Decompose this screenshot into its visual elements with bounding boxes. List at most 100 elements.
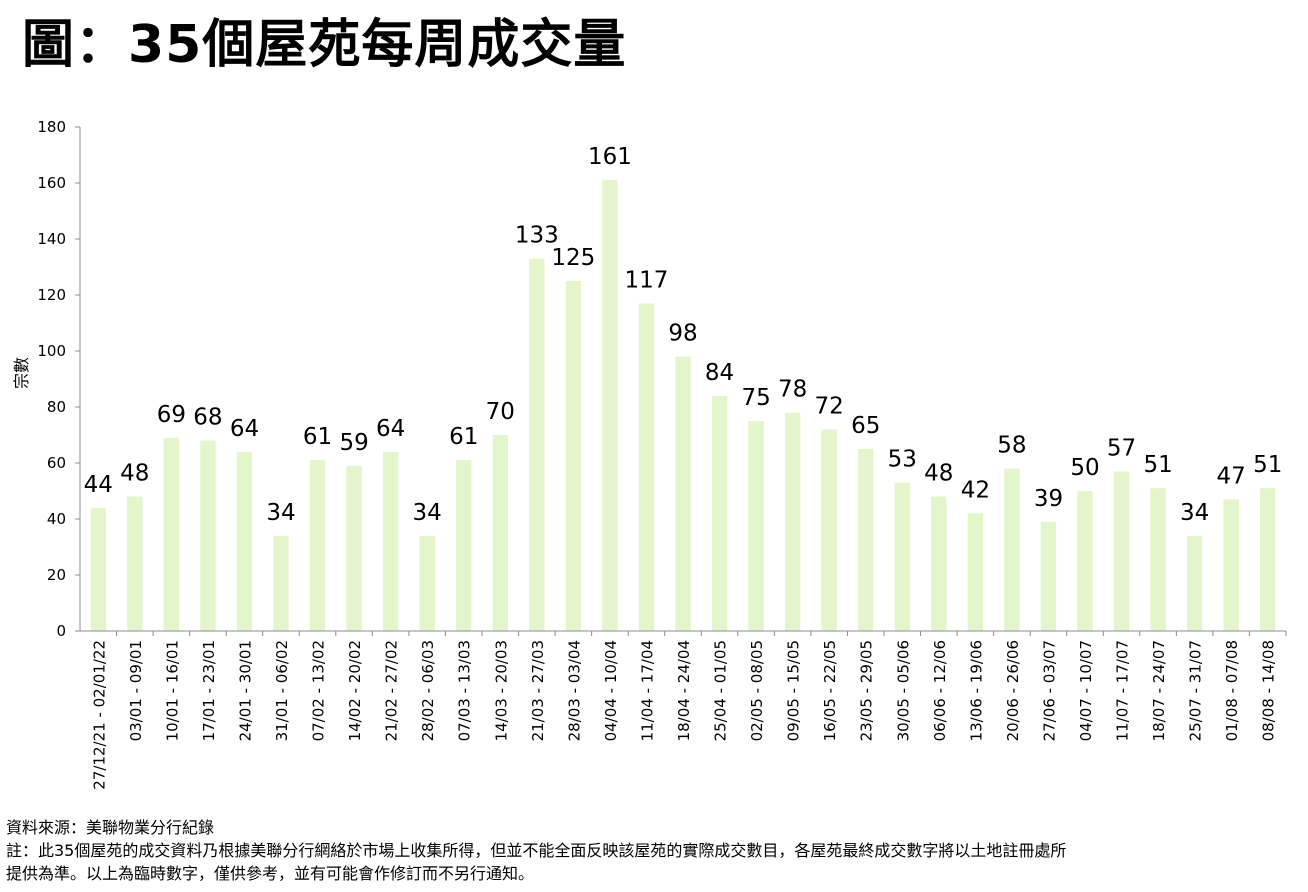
x-tick-label: 11/04 - 17/04 (638, 640, 656, 741)
data-label: 75 (741, 385, 770, 411)
y-tick-label: 120 (37, 286, 66, 304)
bar (931, 496, 947, 631)
data-label: 47 (1217, 463, 1246, 489)
bar (1260, 488, 1276, 631)
x-tick-label: 14/03 - 20/03 (492, 640, 510, 741)
data-label: 50 (1070, 455, 1099, 481)
x-tick-label: 01/08 - 07/08 (1223, 640, 1241, 741)
bar (675, 356, 691, 631)
bar (236, 451, 253, 631)
bar (90, 507, 106, 631)
data-label: 51 (1143, 452, 1172, 478)
x-tick-label: 04/04 - 10/04 (602, 640, 620, 741)
bar (565, 281, 582, 631)
x-tick-label: 21/02 - 27/02 (383, 640, 401, 741)
data-label: 42 (961, 477, 990, 503)
chart-title: 圖：35個屋苑每周成交量 (22, 15, 627, 75)
bar (858, 449, 874, 631)
data-label: 57 (1107, 435, 1136, 461)
x-tick-label: 09/05 - 15/05 (785, 640, 803, 741)
x-tick-label: 28/03 - 03/04 (565, 640, 583, 741)
data-label: 68 (193, 405, 222, 431)
bar (1150, 488, 1166, 631)
data-label: 34 (266, 500, 295, 526)
x-tick-label: 27/12/21 - 02/01/22 (90, 640, 108, 790)
x-tick-label: 25/07 - 31/07 (1187, 640, 1205, 741)
bar (163, 437, 180, 631)
x-tick-label: 24/01 - 30/01 (236, 640, 254, 741)
y-tick-label: 100 (37, 342, 66, 360)
bar (711, 395, 728, 631)
source-note: 資料來源：美聯物業分行紀錄 (6, 818, 215, 837)
bar (382, 451, 399, 631)
bar (309, 460, 326, 631)
x-tick-label: 30/05 - 05/06 (894, 640, 912, 741)
data-label: 48 (924, 461, 953, 487)
data-label: 65 (851, 413, 880, 439)
data-label: 58 (997, 433, 1026, 459)
bar (602, 180, 618, 631)
data-label: 72 (815, 393, 844, 419)
disclaimer-line-2: 提供為準。以上為臨時數字，僅供參考，並有可能會作修訂而不另行通知。 (6, 864, 535, 883)
y-tick-label: 60 (47, 454, 66, 472)
data-label: 133 (515, 223, 559, 249)
y-tick-label: 0 (56, 622, 66, 640)
data-label: 61 (303, 424, 332, 450)
data-label: 44 (84, 472, 113, 498)
data-label: 117 (625, 267, 669, 293)
footnotes: 資料來源：美聯物業分行紀錄 註：此35個屋苑的成交資料乃根據美聯分行網絡於市場上… (6, 816, 1066, 885)
bar (894, 482, 910, 631)
x-tick-label: 07/02 - 13/02 (310, 640, 328, 741)
bar (127, 496, 143, 631)
x-tick-label: 03/01 - 09/01 (127, 640, 145, 741)
bar-chart: 宗數 0 20 40 60 80 100 120 140 160 180 44 48 69 68 64 34… (12, 118, 1287, 790)
x-tick-label: 08/08 - 14/08 (1260, 640, 1278, 741)
y-axis-label: 宗數 (12, 357, 31, 389)
x-tick-label: 06/06 - 12/06 (931, 640, 949, 741)
bar (200, 440, 216, 631)
data-label: 78 (778, 377, 807, 403)
data-label: 61 (449, 424, 478, 450)
data-label: 59 (339, 430, 368, 456)
x-tick-label: 23/05 - 29/05 (858, 640, 876, 741)
y-tick-label: 20 (47, 566, 66, 584)
x-tick-label: 18/07 - 24/07 (1150, 640, 1168, 741)
data-label: 39 (1034, 486, 1063, 512)
y-tick-label: 40 (47, 510, 66, 528)
disclaimer-line-1: 註：此35個屋苑的成交資料乃根據美聯分行網絡於市場上收集所得，但並不能全面反映該… (6, 841, 1067, 860)
y-tick-label: 160 (37, 174, 66, 192)
x-tick-label: 13/06 - 19/06 (967, 640, 985, 741)
bar (1223, 499, 1239, 631)
x-tick-label: 21/03 - 27/03 (529, 640, 547, 741)
x-tick-label: 20/06 - 26/06 (1004, 640, 1022, 741)
bar (1113, 471, 1130, 631)
bar (419, 535, 435, 631)
data-label: 53 (888, 447, 917, 473)
x-tick-label: 18/04 - 24/04 (675, 640, 693, 741)
bar (529, 258, 545, 631)
bar (456, 460, 472, 631)
data-label: 64 (230, 416, 259, 442)
x-tick-label: 10/01 - 16/01 (163, 640, 181, 741)
x-tick-label: 27/06 - 03/07 (1040, 640, 1058, 741)
data-label: 64 (376, 416, 405, 442)
data-label: 84 (705, 360, 734, 386)
x-tick-label: 31/01 - 06/02 (273, 640, 291, 741)
bar (1004, 468, 1020, 631)
bar (492, 435, 508, 631)
data-label: 69 (157, 402, 186, 428)
x-tick-label: 17/01 - 23/01 (200, 640, 218, 741)
bar (821, 429, 837, 631)
y-tick-label: 140 (37, 230, 66, 248)
data-label: 48 (120, 461, 149, 487)
bar (967, 513, 984, 631)
x-tick-label: 04/07 - 10/07 (1077, 640, 1095, 741)
bar (638, 303, 655, 631)
data-label: 34 (1180, 500, 1209, 526)
x-tick-label: 11/07 - 17/07 (1114, 640, 1132, 741)
bar (273, 535, 289, 631)
x-tick-label: 14/02 - 20/02 (346, 640, 364, 741)
data-label: 161 (588, 144, 632, 170)
bar (346, 465, 362, 631)
bar (1077, 491, 1093, 631)
